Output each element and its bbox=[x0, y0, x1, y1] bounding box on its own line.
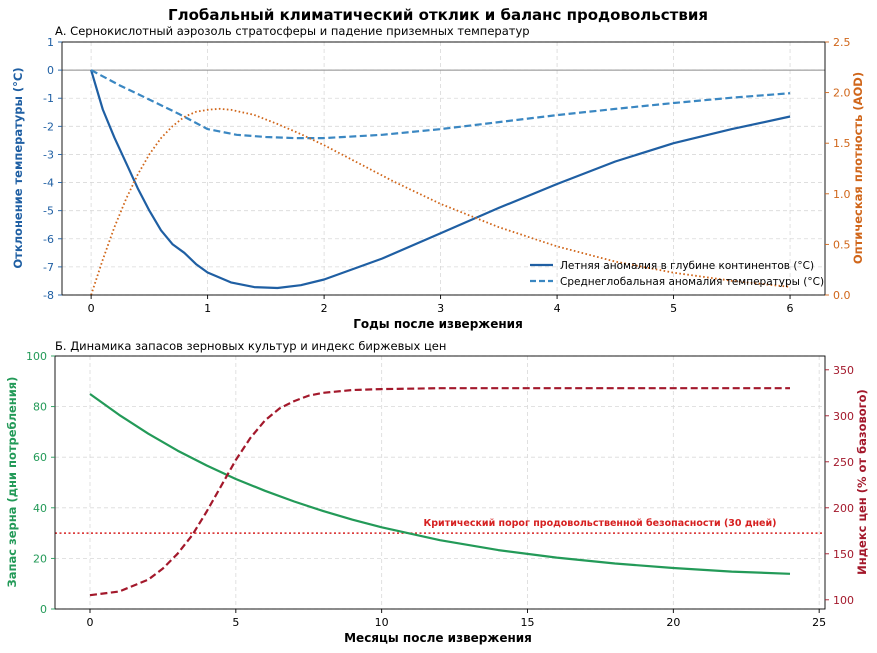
panel-b-frame bbox=[54, 355, 826, 610]
panel-b-ytick-right-label: 300 bbox=[833, 410, 854, 423]
panel-a-ytick-label: -8 bbox=[43, 289, 54, 302]
legend-label-global: Среднеглобальная аномалия температуры (°… bbox=[560, 276, 824, 288]
panel-a-ytick-label: -2 bbox=[43, 120, 54, 133]
panel-b-ylabel: Запас зерна (дни потребления) bbox=[5, 377, 19, 588]
panel-b-ytick-label: 20 bbox=[33, 552, 47, 565]
legend-label-continental: Летняя аномалия в глубине континентов (°… bbox=[560, 260, 814, 272]
panel-a-chart: А. Сернокислотный аэрозоль стратосферы и… bbox=[11, 24, 865, 331]
panel-b-ytick-right-label: 150 bbox=[833, 548, 854, 561]
panel-b-ytick-label: 80 bbox=[33, 401, 47, 414]
panel-a-ytick-label: -1 bbox=[43, 92, 54, 105]
panel-a-series-1 bbox=[90, 69, 791, 140]
panel-b-ytick-label: 40 bbox=[33, 502, 47, 515]
figure-title: Глобальный климатический отклик и баланс… bbox=[168, 6, 708, 24]
panel-a-xlabel: Годы после извержения bbox=[353, 317, 523, 331]
panel-a-series-2 bbox=[90, 107, 791, 296]
panel-a-ytick-right-label: 0.0 bbox=[833, 289, 851, 302]
panel-a-ylabel: Отклонение температуры (°C) bbox=[11, 67, 25, 268]
panel-a-ytick-label: -5 bbox=[43, 205, 54, 218]
panel-b-chart: Б. Динамика запасов зерновых культур и и… bbox=[5, 339, 869, 645]
panel-a-ytick-right-label: 0.5 bbox=[833, 238, 851, 251]
panel-a-series-0 bbox=[90, 69, 791, 290]
panel-a-ylabel-right: Оптическая плотность (AOD) bbox=[851, 72, 865, 264]
panel-b-ytick-right-label: 100 bbox=[833, 594, 854, 607]
panel-a-xtick-label: 0 bbox=[88, 302, 95, 315]
panel-b-xtick-label: 0 bbox=[87, 616, 94, 629]
panel-a-xtick-label: 5 bbox=[670, 302, 677, 315]
panel-b-xtick-label: 5 bbox=[232, 616, 239, 629]
panel-a-ytick-right-label: 2.5 bbox=[833, 36, 851, 49]
panel-a-legend: Летняя аномалия в глубине континентов (°… bbox=[530, 260, 824, 288]
panel-a-ytick-label: -3 bbox=[43, 148, 54, 161]
panel-a-frame bbox=[61, 41, 826, 296]
panel-b-series-1 bbox=[89, 387, 790, 597]
panel-b-xtick-label: 10 bbox=[375, 616, 389, 629]
panel-a-ytick-right-label: 2.0 bbox=[833, 87, 851, 100]
panel-b-xtick-label: 15 bbox=[521, 616, 535, 629]
panel-a-ytick-label: -4 bbox=[43, 177, 54, 190]
panel-b-threshold-label: Критический порог продовольственной безо… bbox=[423, 518, 776, 529]
panel-a-title: А. Сернокислотный аэрозоль стратосферы и… bbox=[55, 24, 530, 38]
panel-b-xlabel: Месяцы после извержения bbox=[344, 631, 532, 645]
panel-b-ytick-label: 0 bbox=[40, 603, 47, 616]
panel-a-xtick-label: 1 bbox=[204, 302, 211, 315]
panel-b-ytick-right-label: 350 bbox=[833, 364, 854, 377]
panel-a-ytick-label: 0 bbox=[47, 64, 54, 77]
panel-b-ylabel-right: Индекс цен (% от базового) bbox=[855, 389, 869, 575]
panel-b-ytick-label: 60 bbox=[33, 451, 47, 464]
panel-b-ytick-right-label: 250 bbox=[833, 456, 854, 469]
panel-a-ytick-right-label: 1.0 bbox=[833, 188, 851, 201]
panel-b-series-0 bbox=[89, 393, 791, 575]
panel-a-xtick-label: 6 bbox=[787, 302, 794, 315]
panel-b-xtick-label: 20 bbox=[666, 616, 680, 629]
panel-b-title: Б. Динамика запасов зерновых культур и и… bbox=[55, 339, 446, 353]
panel-b-ytick-right-label: 200 bbox=[833, 502, 854, 515]
panel-a-xtick-label: 3 bbox=[437, 302, 444, 315]
panel-b-xtick-label: 25 bbox=[812, 616, 826, 629]
panel-a-xtick-label: 2 bbox=[321, 302, 328, 315]
panel-a-ytick-label: -7 bbox=[43, 261, 54, 274]
panel-a-ytick-right-label: 1.5 bbox=[833, 137, 851, 150]
panel-b-ytick-label: 100 bbox=[26, 350, 47, 363]
panel-a-xtick-label: 4 bbox=[554, 302, 561, 315]
panel-a-ytick-label: 1 bbox=[47, 36, 54, 49]
panel-a-ytick-label: -6 bbox=[43, 233, 54, 246]
